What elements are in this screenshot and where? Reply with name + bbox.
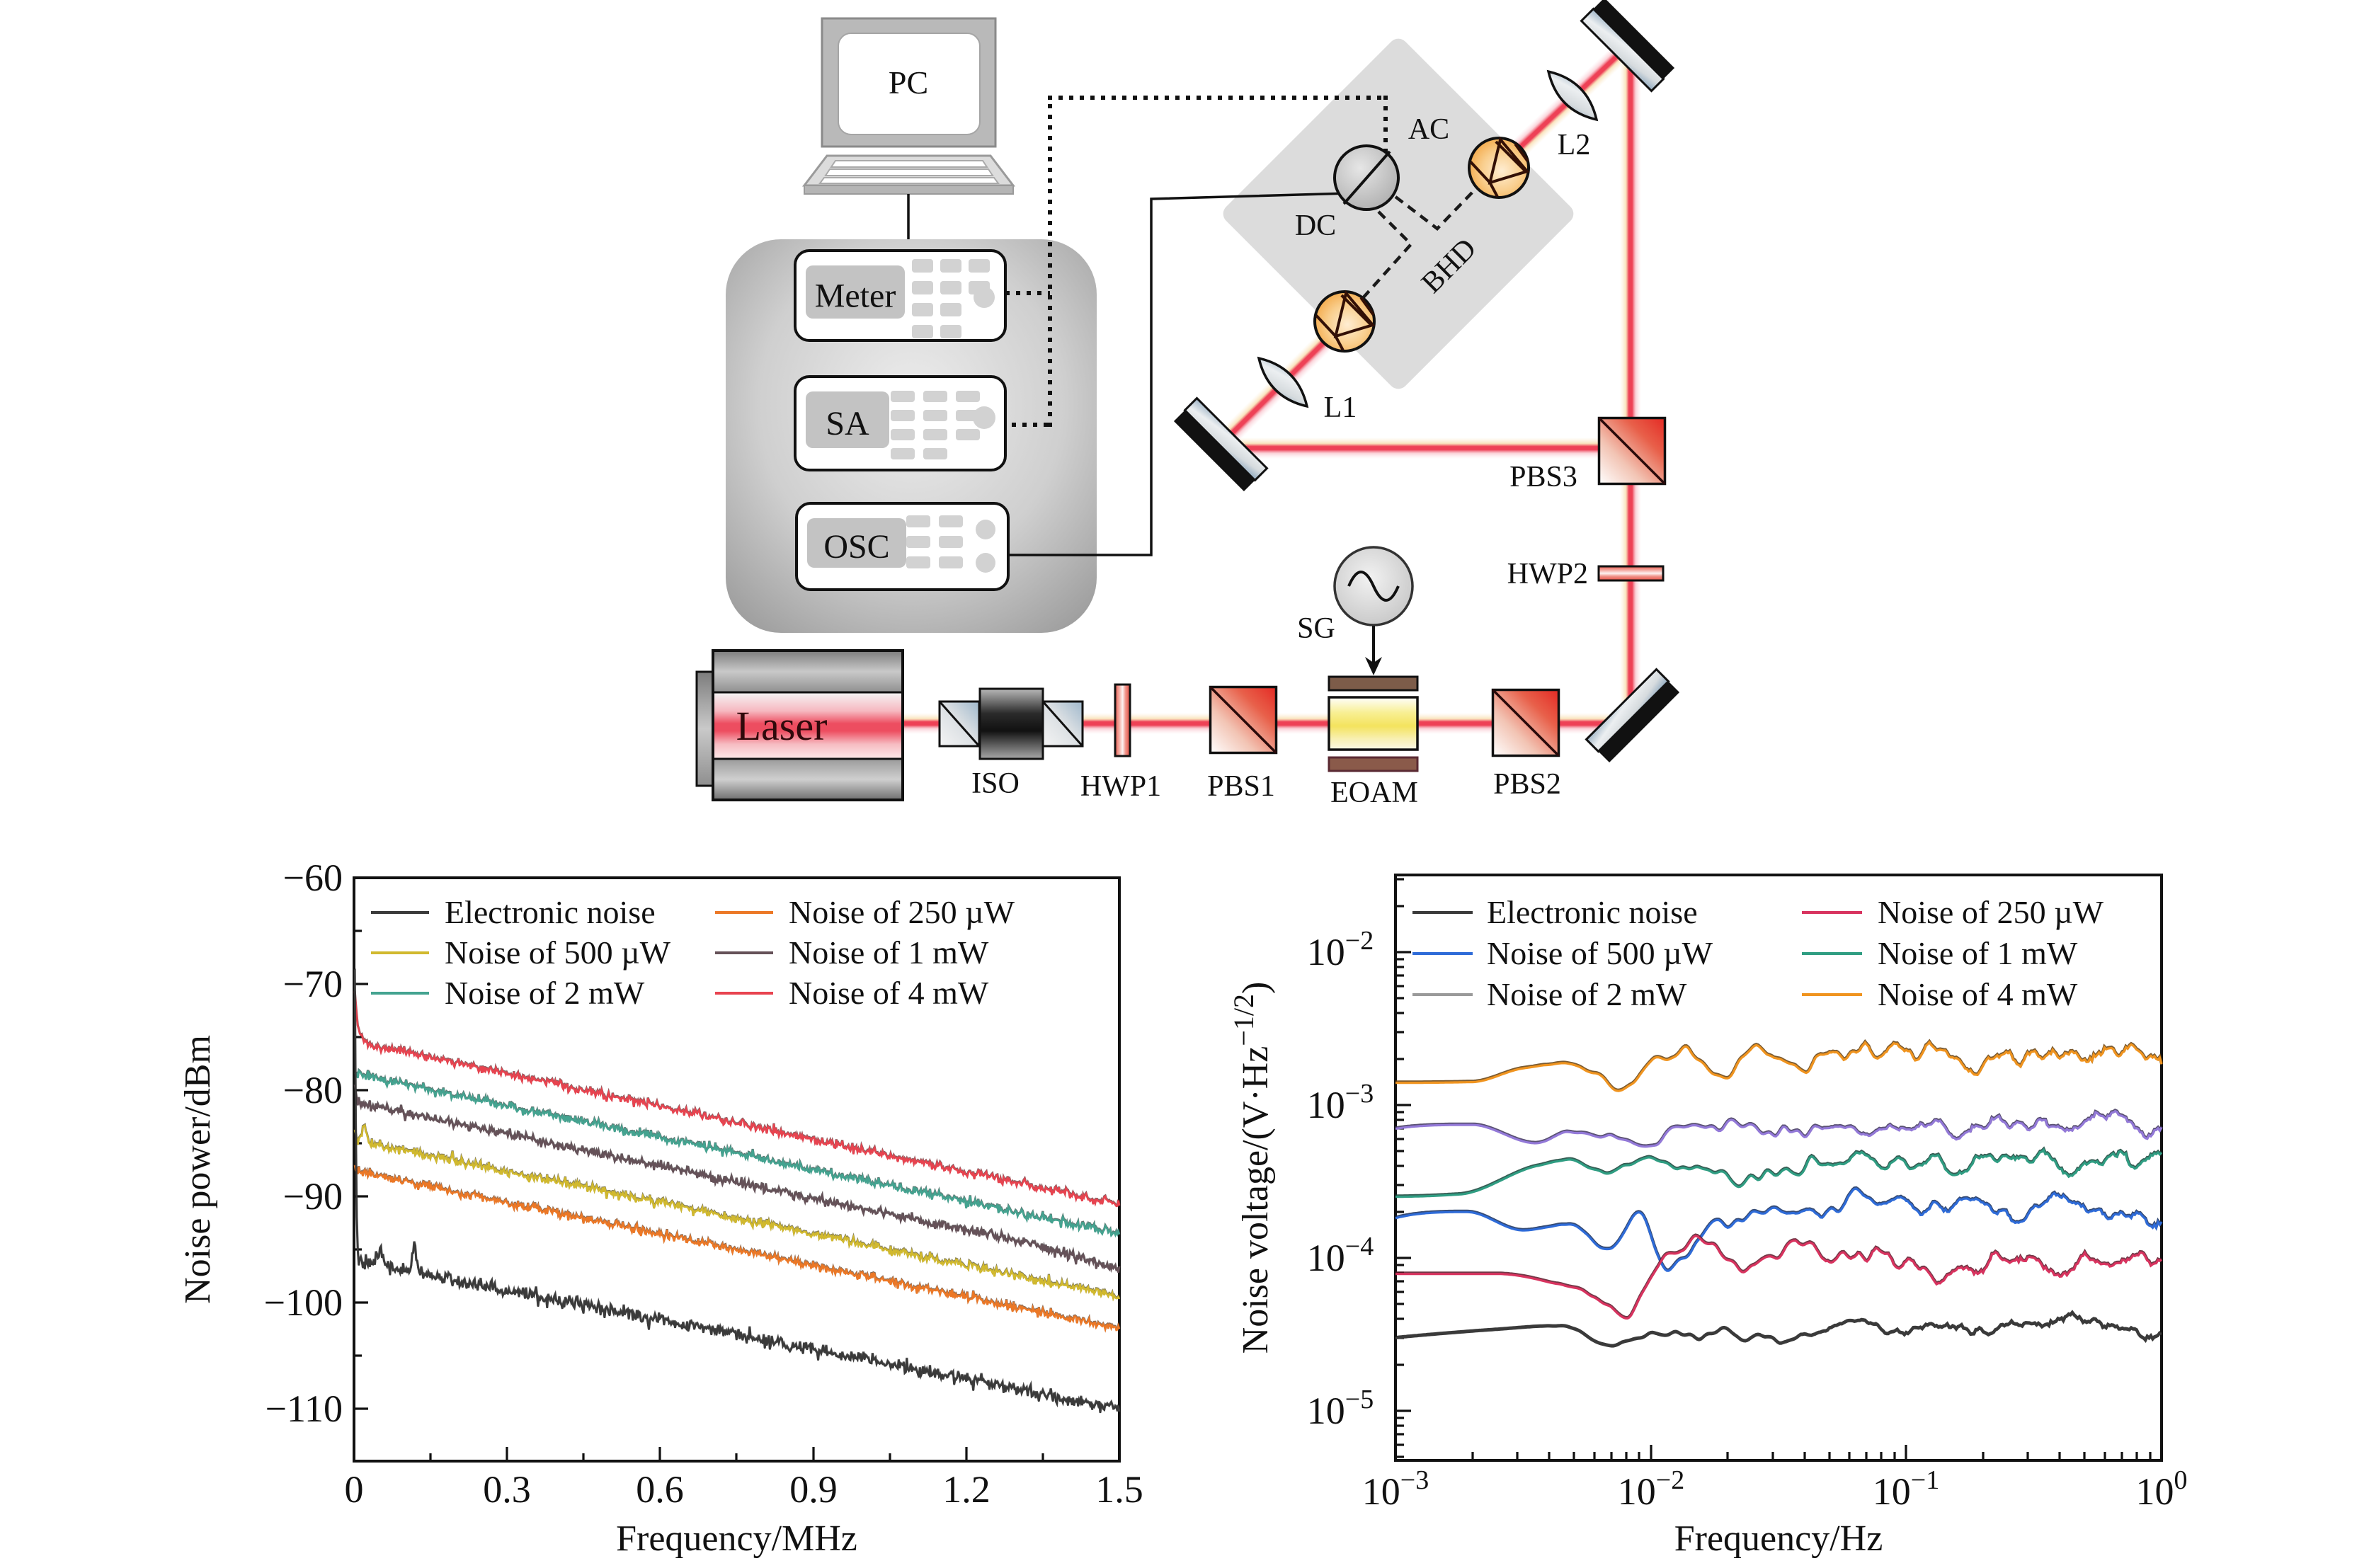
svg-text:PBS1: PBS1	[1207, 770, 1275, 803]
svg-text:100: 100	[2136, 1465, 2188, 1513]
svg-text:DC: DC	[1295, 210, 1336, 242]
svg-text:10−3: 10−3	[1362, 1465, 1429, 1513]
svg-text:10−3: 10−3	[1307, 1079, 1374, 1126]
svg-text:−90: −90	[283, 1175, 343, 1218]
svg-text:0.3: 0.3	[483, 1468, 531, 1511]
svg-text:Noise of 4 mW: Noise of 4 mW	[1878, 976, 2078, 1012]
svg-text:PBS2: PBS2	[1493, 768, 1561, 801]
svg-text:HWP1: HWP1	[1080, 770, 1161, 803]
svg-text:0.9: 0.9	[789, 1468, 838, 1511]
svg-text:Noise voltage/(V·Hz−1/2): Noise voltage/(V·Hz−1/2)	[1228, 982, 1276, 1354]
svg-text:Noise of 500 µW: Noise of 500 µW	[445, 934, 671, 971]
svg-text:Noise of 2 mW: Noise of 2 mW	[1487, 976, 1687, 1012]
svg-text:Noise of 1 mW: Noise of 1 mW	[789, 934, 989, 971]
svg-text:Noise of 4 mW: Noise of 4 mW	[789, 975, 989, 1011]
svg-text:Noise of 2 mW: Noise of 2 mW	[445, 975, 645, 1011]
svg-text:Frequency/Hz: Frequency/Hz	[1674, 1518, 1883, 1559]
svg-text:1.5: 1.5	[1095, 1468, 1143, 1511]
svg-text:PC: PC	[889, 64, 928, 101]
svg-text:10−2: 10−2	[1307, 926, 1374, 973]
svg-text:OSC: OSC	[823, 528, 889, 566]
svg-text:10−5: 10−5	[1307, 1385, 1374, 1432]
svg-text:PBS3: PBS3	[1509, 461, 1577, 493]
svg-text:L1: L1	[1324, 391, 1357, 424]
svg-text:SA: SA	[826, 405, 869, 442]
svg-text:−70: −70	[283, 963, 343, 1005]
svg-text:10−2: 10−2	[1618, 1465, 1684, 1513]
svg-text:L2: L2	[1558, 129, 1591, 161]
svg-text:Electronic noise: Electronic noise	[1487, 894, 1698, 930]
svg-text:10−1: 10−1	[1873, 1465, 1939, 1513]
svg-text:Electronic noise: Electronic noise	[445, 894, 656, 930]
svg-text:Noise of 500 µW: Noise of 500 µW	[1487, 935, 1713, 971]
svg-text:ISO: ISO	[971, 767, 1020, 800]
svg-text:HWP2: HWP2	[1507, 558, 1588, 590]
svg-text:Noise of 250 µW: Noise of 250 µW	[789, 894, 1015, 930]
svg-text:Laser: Laser	[736, 703, 828, 749]
svg-text:1.2: 1.2	[942, 1468, 991, 1511]
svg-text:0.6: 0.6	[636, 1468, 684, 1511]
svg-text:Noise of 1 mW: Noise of 1 mW	[1878, 935, 2078, 971]
svg-text:Meter: Meter	[815, 277, 896, 315]
svg-text:EOAM: EOAM	[1330, 777, 1418, 809]
svg-text:−80: −80	[283, 1069, 343, 1111]
svg-text:Noise power/dBm: Noise power/dBm	[178, 1035, 218, 1304]
svg-text:Frequency/MHz: Frequency/MHz	[616, 1518, 857, 1559]
svg-text:SG: SG	[1297, 612, 1335, 645]
svg-text:−110: −110	[266, 1387, 343, 1430]
svg-text:10−4: 10−4	[1307, 1232, 1374, 1279]
svg-text:0: 0	[345, 1468, 364, 1511]
svg-text:−100: −100	[264, 1281, 343, 1324]
svg-text:−60: −60	[283, 857, 343, 899]
svg-text:AC: AC	[1408, 113, 1449, 146]
svg-text:Noise of 250 µW: Noise of 250 µW	[1878, 894, 2104, 930]
